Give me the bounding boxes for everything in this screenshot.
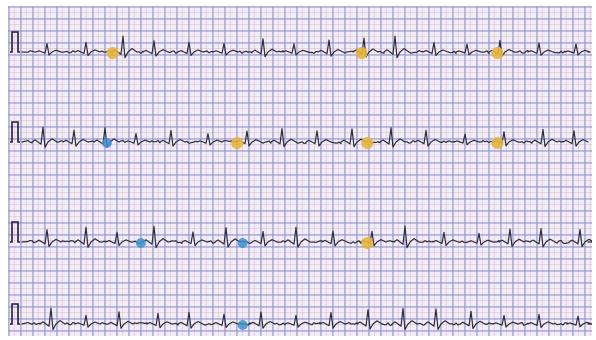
yellow-marker <box>361 137 374 149</box>
yellow-marker <box>361 237 374 249</box>
ecg-tracings <box>10 31 592 331</box>
calibration-pulse <box>10 31 20 53</box>
calibration-pulse <box>10 303 20 325</box>
yellow-marker <box>355 47 368 59</box>
yellow-marker <box>106 47 119 59</box>
blue-marker <box>101 138 112 148</box>
ecg-strip-3 <box>10 221 592 249</box>
blue-marker <box>237 238 248 248</box>
ecg-strip-2 <box>10 121 589 149</box>
yellow-marker <box>491 137 504 149</box>
ecg-waveform <box>21 225 592 249</box>
ecg-grid-paper <box>8 6 592 336</box>
calibration-pulse <box>10 221 20 243</box>
yellow-marker <box>231 137 244 149</box>
yellow-marker <box>491 47 504 59</box>
blue-marker <box>237 320 248 330</box>
ecg-strip-1 <box>10 31 591 59</box>
calibration-pulse <box>10 121 20 143</box>
blue-marker <box>135 238 146 248</box>
ecg-waveform <box>21 307 592 331</box>
ecg-strip-4 <box>10 303 592 331</box>
